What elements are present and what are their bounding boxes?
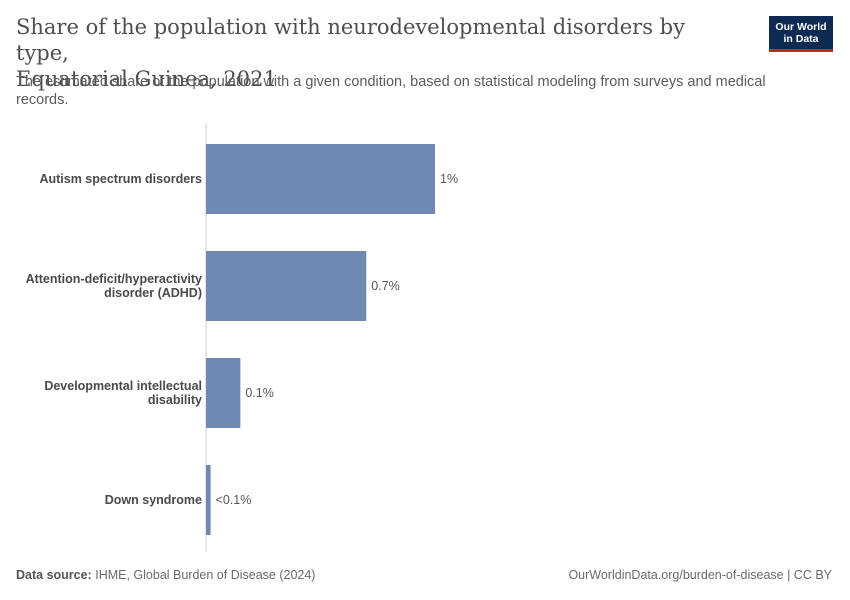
bar-3 <box>206 465 211 535</box>
chart-title: Share of the population with neurodevelo… <box>16 14 716 92</box>
chart-title-line2: Equatorial Guinea, 2021 <box>16 67 277 91</box>
category-label-line: Attention-deficit/hyperactivity <box>26 272 202 286</box>
logo-line1: Our World <box>775 20 827 33</box>
bar-2 <box>206 358 241 428</box>
value-label-2: 0.1% <box>245 386 274 400</box>
value-label-0: 1% <box>440 172 458 186</box>
category-label-line: Autism spectrum disorders <box>39 172 202 186</box>
chart-title-line1: Share of the population with neurodevelo… <box>16 15 685 65</box>
category-label-line: Developmental intellectual <box>44 379 202 393</box>
category-label-line: disorder (ADHD) <box>104 286 202 300</box>
category-label-0: Autism spectrum disorders <box>39 172 202 186</box>
owid-logo[interactable]: Our World in Data <box>769 16 833 52</box>
bar-0 <box>206 144 435 214</box>
category-label-1: Attention-deficit/hyperactivity disorder … <box>26 272 202 300</box>
source-url[interactable]: OurWorldinData.org/burden-of-disease | C… <box>568 568 832 582</box>
data-source-label: Data source: <box>16 568 92 582</box>
chart-subtitle: The estimated share of the population wi… <box>16 74 766 108</box>
value-label-1: 0.7% <box>371 279 400 293</box>
category-label-line: Down syndrome <box>105 493 202 507</box>
logo-line2: in Data <box>783 32 819 45</box>
value-label-3: <0.1% <box>216 493 252 507</box>
bar-chart: 1% Autism spectrum disorders 0.7% Attention… <box>26 124 458 552</box>
bar-1 <box>206 251 367 321</box>
category-label-line: disability <box>148 393 202 407</box>
data-source: Data source: IHME, Global Burden of Dise… <box>16 568 315 582</box>
category-label-2: Developmental intellectual disability <box>44 379 202 407</box>
category-label-3: Down syndrome <box>105 493 202 507</box>
data-source-text: IHME, Global Burden of Disease (2024) <box>95 568 316 582</box>
